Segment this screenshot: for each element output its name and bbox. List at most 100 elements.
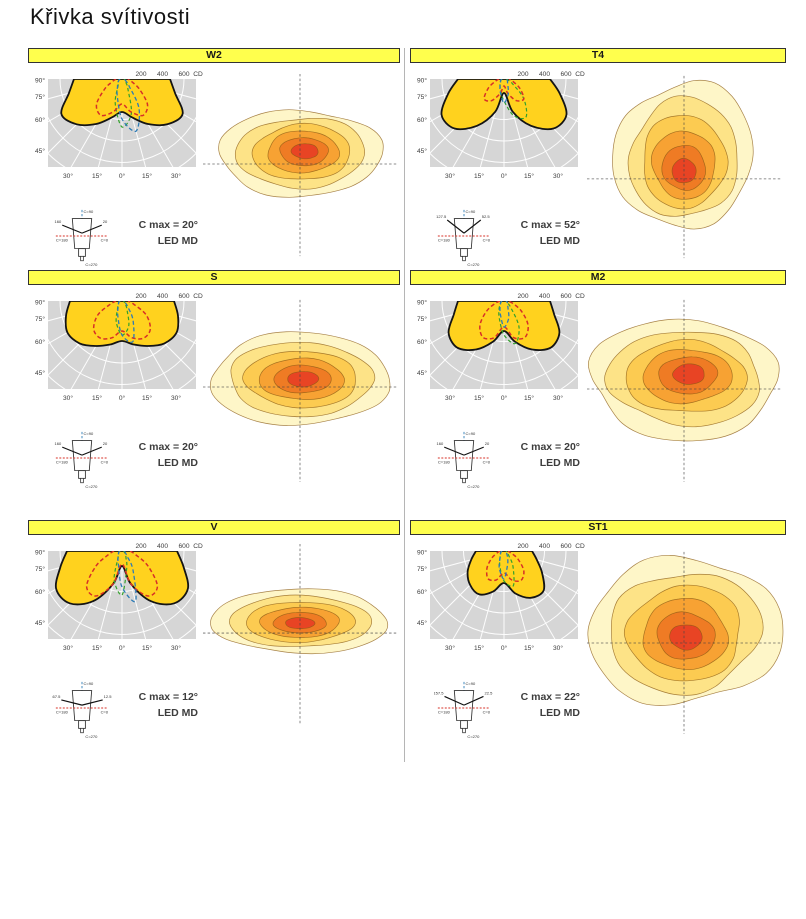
panel-S: S 200 400 600 CD 90° 75° 60° 45° 30° 15° 0° 15° 30° C=… [28,270,400,520]
beta-axis-tick: 30° [553,644,563,652]
panel-header: S [28,270,400,285]
polar-intensity-chart: 200 400 600 CD 90° 75° 60° 45° 30° 15° 0° 15° 30° [417,543,585,652]
beta-axis-tick: 30° [63,644,73,652]
c0-plane-label: C=0 [483,237,491,242]
polar-column: 200 400 600 CD 90° 75° 60° 45° 30° 15° 0° 15° 30° C=9… [410,68,585,268]
beta-axis-tick: 30° [553,394,563,402]
beta-axis-tick: 15° [92,644,102,652]
beta-axis-tick: 15° [474,394,484,402]
c90-plane-label: C=90 [83,431,94,436]
cd-axis-unit: CD [575,293,585,300]
panel-header-label: ST1 [588,521,608,533]
polar-intensity-chart: 200 400 600 CD 90° 75° 60° 45° 30° 15° 0° 15° 30° [417,293,585,402]
luminaire-aiming-icon: C=90 C=180 C=0 C=270 160 20 [55,431,109,489]
beta-axis-tick: 15° [142,644,152,652]
polar-intensity-chart: 200 400 600 CD 90° 75° 60° 45° 30° 15° 0° 15° 30° [417,71,585,180]
c-max-label: C max = 52° [520,219,580,231]
isocandela-diagram [586,75,782,259]
led-type-label: LED MD [539,234,580,247]
beta-axis-tick: 0° [119,394,126,402]
gamma-axis-tick: 45° [417,619,427,627]
cd-axis-unit: CD [193,543,203,550]
cd-axis-tick: 200 [517,71,528,78]
luminaire-aiming-icon: C=90 C=180 C=0 C=270 160 20 [437,431,491,489]
cmax-angle-right-label: 52.5 [482,214,491,219]
c90-plane-label: C=90 [83,681,94,686]
beta-axis-tick: 30° [445,644,455,652]
cd-axis-tick: 400 [157,71,168,78]
gamma-axis-tick: 75° [417,93,427,101]
cmax-angle-right-label: 20 [103,441,108,446]
caption: C max = 52° LED MD [521,218,580,268]
polar-intensity-chart: 200 400 600 CD 90° 75° 60° 45° 30° 15° 0° 15° 30° [35,71,203,180]
polar-intensity-chart: 200 400 600 CD 90° 75° 60° 45° 30° 15° 0° 15° 30° [35,543,203,652]
panel-header: T4 [410,48,786,63]
gamma-axis-tick: 60° [417,588,427,596]
cmax-angle-right-label: 20 [103,219,108,224]
caption-row: C=90 C=180 C=0 C=270 167.5 12.5 C max = 12° LED… [28,678,204,740]
panel-header: M2 [410,270,786,285]
panel-body: 200 400 600 CD 90° 75° 60° 45° 30° 15° 0° 15° 30° C=9… [28,285,400,490]
isocandela-diagram [586,551,784,735]
gamma-axis-tick: 75° [35,93,45,101]
column-divider [404,48,405,762]
panel-body: 200 400 600 CD 90° 75° 60° 45° 30° 15° 0° 15° 30° C=9… [410,535,786,740]
gamma-axis-tick: 60° [417,116,427,124]
gamma-axis-tick: 90° [35,299,45,307]
cd-axis-tick: 600 [560,293,571,300]
panel-header-label: M2 [590,271,606,283]
cmax-angle-left-label: 167.5 [52,694,61,699]
gamma-axis-tick: 60° [35,588,45,596]
c0-plane-label: C=0 [101,459,109,464]
c180-plane-label: C=180 [56,459,69,464]
beta-axis-tick: 0° [119,172,126,180]
c270-plane-label: C=270 [85,734,98,739]
cd-axis-tick: 600 [178,71,189,78]
beta-axis-tick: 15° [142,394,152,402]
cd-axis-tick: 200 [517,543,528,550]
cd-axis-unit: CD [193,293,203,300]
c0-plane-label: C=0 [483,709,491,714]
gamma-axis-tick: 60° [35,338,45,346]
caption: C max = 20° LED MD [139,440,198,490]
isocandela-diagram [586,299,782,483]
panel-header: W2 [28,48,400,63]
beta-axis-tick: 15° [92,394,102,402]
gamma-axis-tick: 45° [35,369,45,377]
gamma-axis-tick: 45° [417,369,427,377]
c-max-label: C max = 20° [138,219,198,231]
c270-plane-label: C=270 [467,484,480,489]
luminaire-aiming-icon: C=90 C=180 C=0 C=270 157.5 22.5 [434,681,493,739]
c180-plane-label: C=180 [438,237,451,242]
luminaire-aiming-icon: C=90 C=180 C=0 C=270 160 20 [55,209,109,267]
c-max-label: C max = 22° [520,691,580,703]
cd-axis-tick: 200 [135,293,146,300]
luminaire-aiming-icon: C=90 C=180 C=0 C=270 127.5 52.5 [436,209,491,267]
caption-row: C=90 C=180 C=0 C=270 127.5 52.5 C max = 52° LED… [410,206,586,268]
beta-axis-tick: 15° [524,394,534,402]
c-max-label: C max = 20° [138,441,198,453]
beta-axis-tick: 0° [119,644,126,652]
c0-plane-label: C=0 [101,237,109,242]
panel-body: 200 400 600 CD 90° 75° 60° 45° 30° 15° 0° 15° 30° C=9… [410,63,786,268]
beta-axis-tick: 15° [524,644,534,652]
isocandela-diagram [202,543,398,725]
panel-M2: M2 200 400 600 CD 90° 75° 60° 45° 30° 15° 0° 15° 30° C… [410,270,786,520]
gamma-axis-tick: 90° [417,549,427,557]
cd-axis-tick: 600 [560,543,571,550]
led-type-label: LED MD [157,456,198,469]
beta-axis-tick: 30° [63,394,73,402]
beta-axis-tick: 15° [474,172,484,180]
beta-axis-tick: 30° [553,172,563,180]
caption-row: C=90 C=180 C=0 C=270 157.5 22.5 C max = 22° LED… [410,678,586,740]
cd-axis-unit: CD [575,71,585,78]
panel-header-label: T4 [591,49,605,61]
cd-axis-tick: 400 [157,293,168,300]
led-type-label: LED MD [539,456,580,469]
c-max-label: C max = 20° [520,441,580,453]
cd-axis-tick: 200 [135,543,146,550]
panel-body: 200 400 600 CD 90° 75° 60° 45° 30° 15° 0° 15° 30° C=9… [28,63,400,268]
panel-T4: T4 200 400 600 CD 90° 75° 60° 45° 30° 15° 0° 15° 30° C… [410,48,786,270]
panel-header: ST1 [410,520,786,535]
c-max-label: C max = 12° [138,691,198,703]
